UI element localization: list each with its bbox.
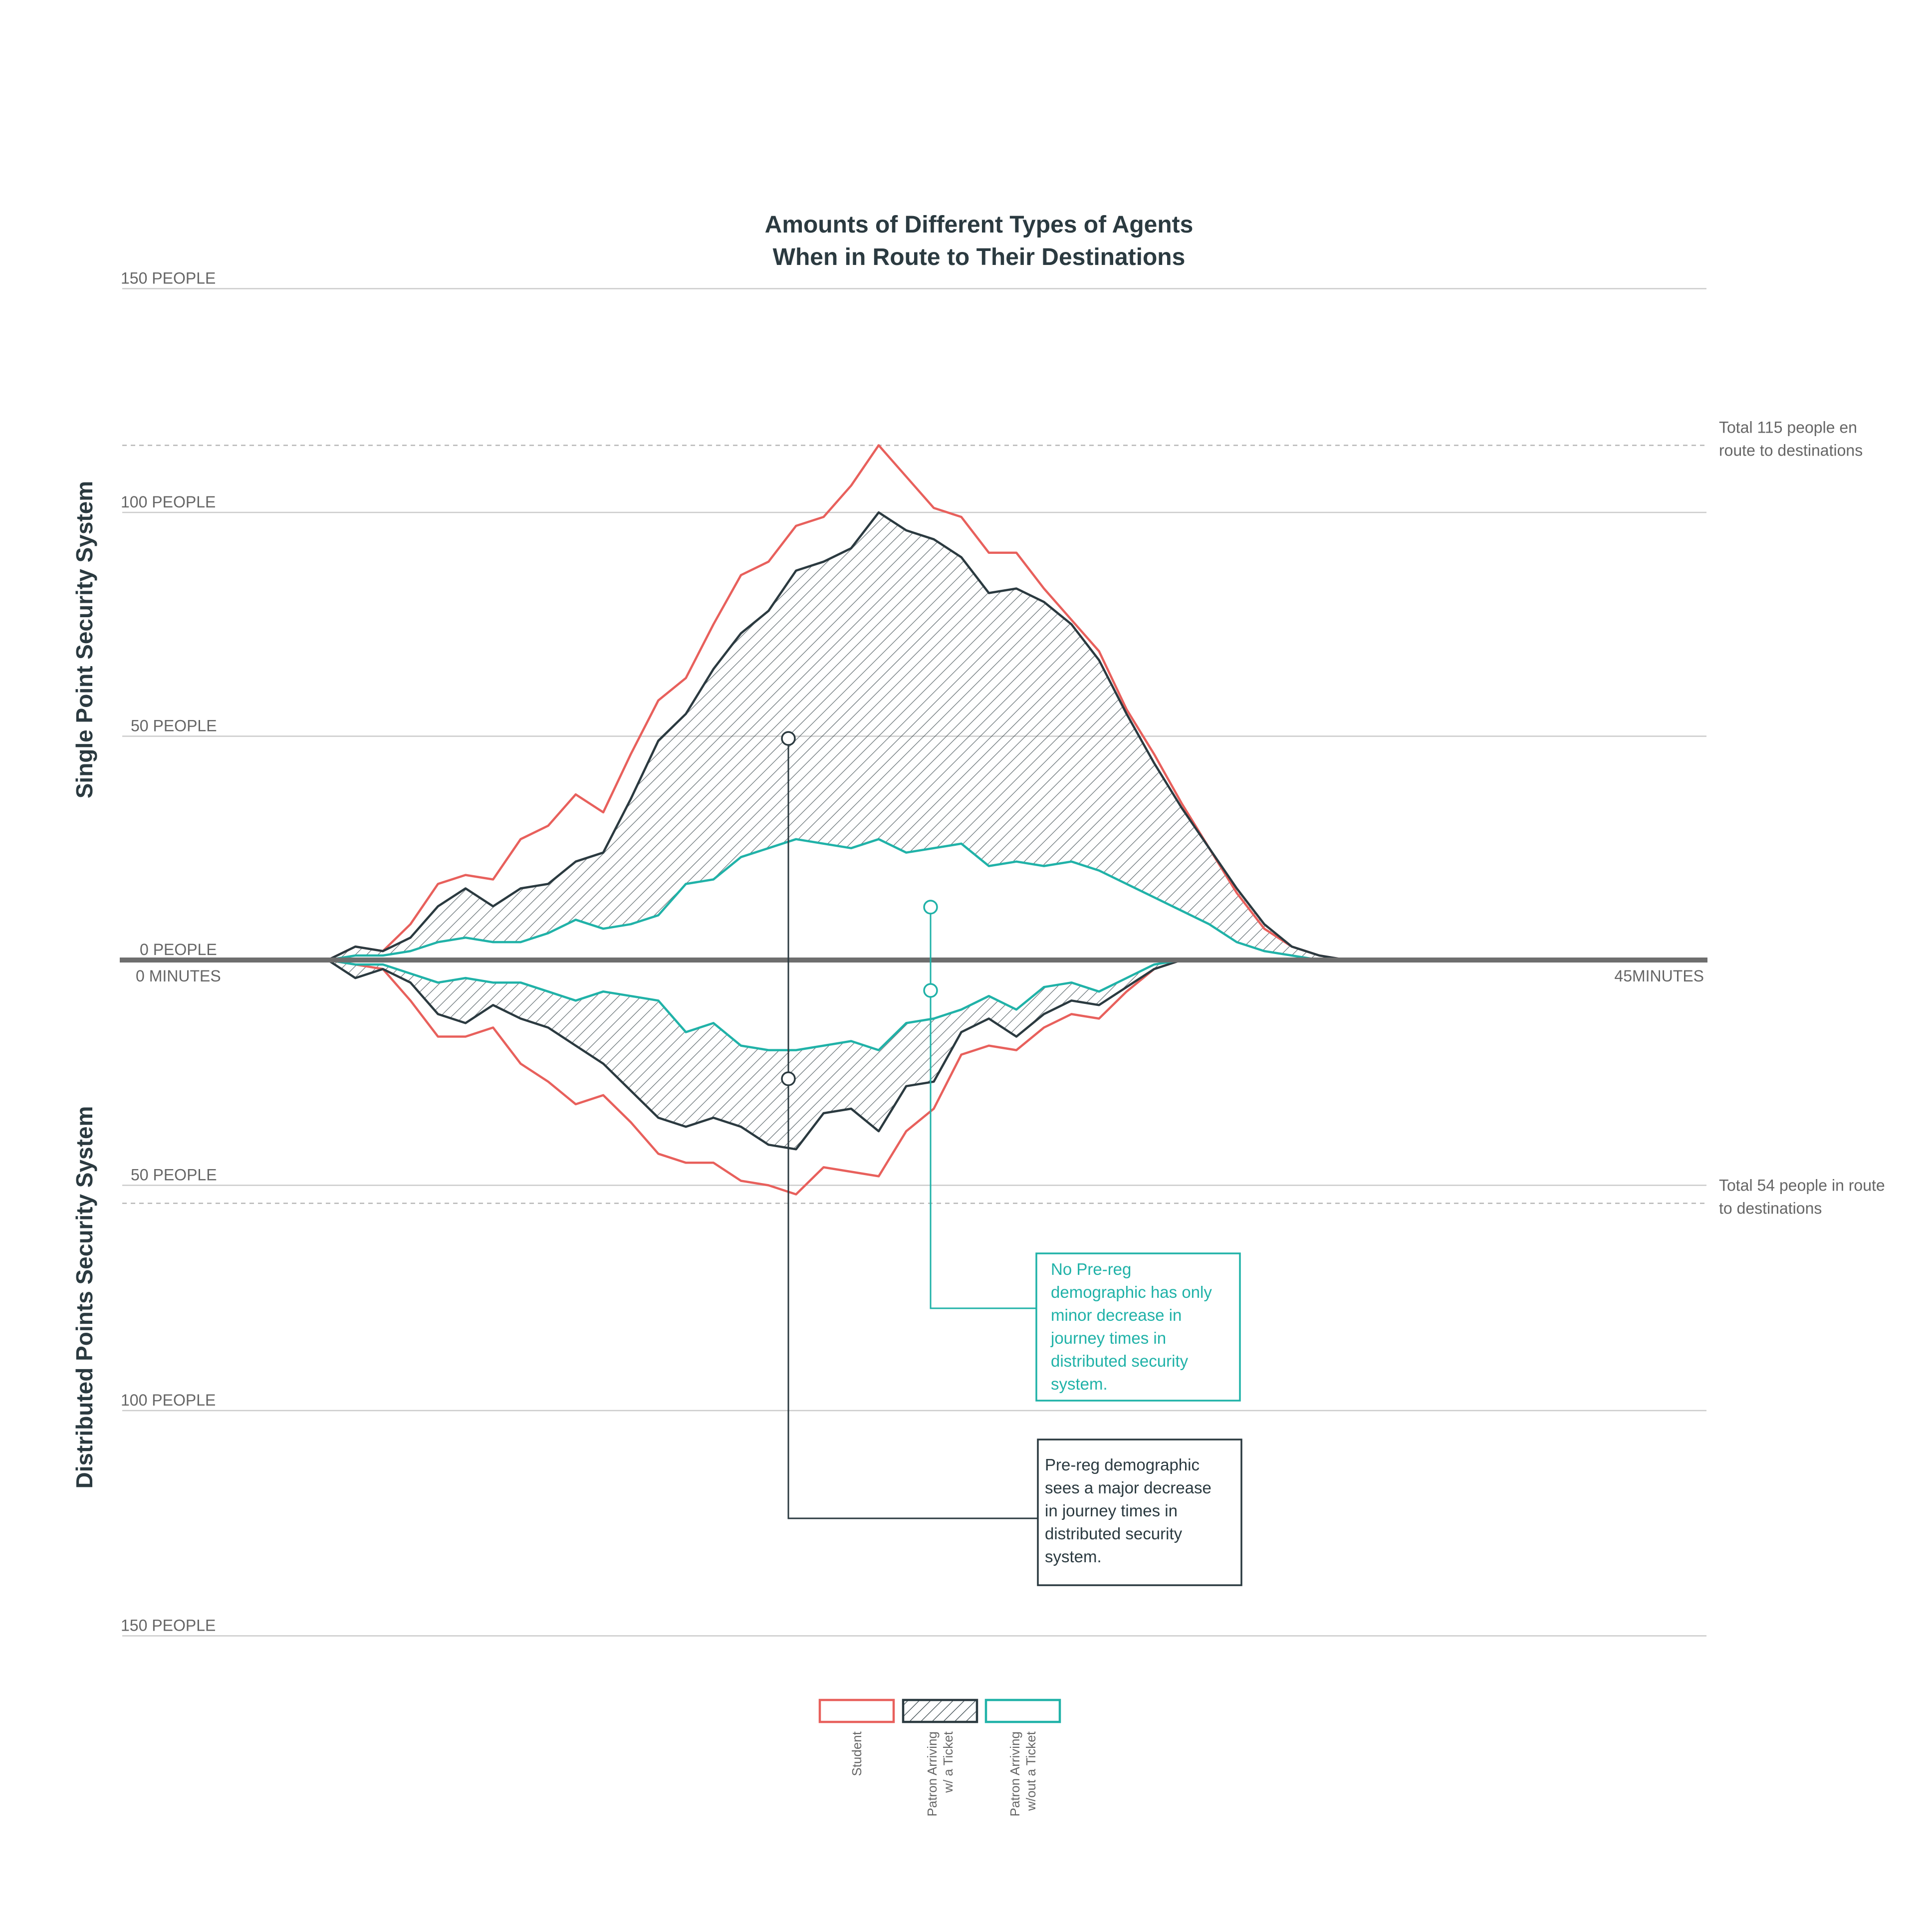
callout-marker-without-ticket-bottom xyxy=(923,983,938,998)
y-tick-label-bottom-0: 50 PEOPLE xyxy=(131,1166,217,1184)
reference-label-bottom-1: to destinations xyxy=(1719,1200,1822,1217)
callout-text-without-ticket-4: distributed security xyxy=(1051,1352,1189,1370)
callout-text-with-ticket-1: sees a major decrease xyxy=(1045,1478,1211,1497)
x-tick-label-start: 0 MINUTES xyxy=(136,967,221,985)
callout-text-without-ticket-2: minor decrease in xyxy=(1051,1306,1182,1324)
gridlines xyxy=(122,288,1706,1637)
legend-label-student-0: Student xyxy=(849,1731,864,1776)
callout-box-with-ticket xyxy=(1037,1439,1242,1586)
callout-marker-with-ticket-bottom xyxy=(781,1071,796,1086)
legend-swatch-with-ticket xyxy=(902,1698,978,1723)
legend-swatch-without-ticket xyxy=(984,1698,1061,1723)
chart-title-line-1: When in Route to Their Destinations xyxy=(773,244,1186,270)
y-tick-label-bottom-2: 150 PEOPLE xyxy=(121,1617,216,1635)
callout-text-without-ticket-5: system. xyxy=(1051,1375,1108,1393)
callout-marker-without-ticket-top xyxy=(923,900,938,915)
callout-text-without-ticket-0: No Pre-reg xyxy=(1051,1260,1131,1278)
y-tick-label-top-0: 150 PEOPLE xyxy=(121,269,216,287)
callout-text-without-ticket-1: demographic has only xyxy=(1051,1283,1212,1301)
y-tick-label-top-2: 50 PEOPLE xyxy=(131,717,217,735)
hatched-band-top xyxy=(328,512,1430,960)
annotations: No Pre-reg demographic has only minor decr… xyxy=(781,731,1242,1586)
callout-text-with-ticket-2: in journey times in xyxy=(1045,1501,1178,1520)
callout-marker-with-ticket-top xyxy=(781,731,796,746)
callout-connector-with-ticket-2 xyxy=(787,1085,1038,1519)
y-tick-label-top-1: 100 PEOPLE xyxy=(121,493,216,511)
series-line-top-without-ticket xyxy=(327,838,1430,962)
legend: Student Patron Arriving w/ a Ticket Patron … xyxy=(818,1698,1061,1817)
y-tick-label-bottom-1: 100 PEOPLE xyxy=(121,1391,216,1409)
callout-connector-without-ticket-2 xyxy=(930,997,1036,1309)
panel-title-single-point: Single Point Security System xyxy=(71,481,97,799)
legend-label-without-ticket-1: w/out a Ticket xyxy=(1023,1731,1038,1811)
x-tick-label-end: 45MINUTES xyxy=(1614,967,1704,985)
legend-label-with-ticket-1: w/ a Ticket xyxy=(941,1731,956,1793)
reference-label-bottom-0: Total 54 people in route xyxy=(1719,1177,1885,1195)
callout-box-without-ticket xyxy=(1035,1252,1241,1402)
legend-label-with-ticket-0: Patron Arriving xyxy=(925,1731,940,1817)
callout-text-with-ticket-0: Pre-reg demographic xyxy=(1045,1455,1200,1474)
labels: Total 115 people en route to destinations… xyxy=(71,212,1885,1635)
hatched-band-bottom xyxy=(328,960,1430,1150)
reference-label-top-0: Total 115 people en xyxy=(1719,418,1857,436)
callout-text-with-ticket-4: system. xyxy=(1045,1547,1102,1566)
series-line-top-student xyxy=(327,444,1430,962)
legend-swatch-student xyxy=(818,1698,895,1723)
legend-label-without-ticket-0: Patron Arriving xyxy=(1007,1731,1022,1817)
y-tick-label-top-3: 0 PEOPLE xyxy=(140,941,217,959)
reference-label-top-1: route to destinations xyxy=(1719,441,1863,459)
callout-text-without-ticket-3: journey times in xyxy=(1050,1329,1166,1347)
series-line-top-with-ticket xyxy=(327,511,1430,962)
hatched-bands xyxy=(328,512,1430,1150)
chart-title-line-0: Amounts of Different Types of Agents xyxy=(765,212,1194,238)
callout-text-with-ticket-3: distributed security xyxy=(1045,1524,1183,1543)
panel-title-distributed: Distributed Points Security System xyxy=(71,1106,97,1489)
